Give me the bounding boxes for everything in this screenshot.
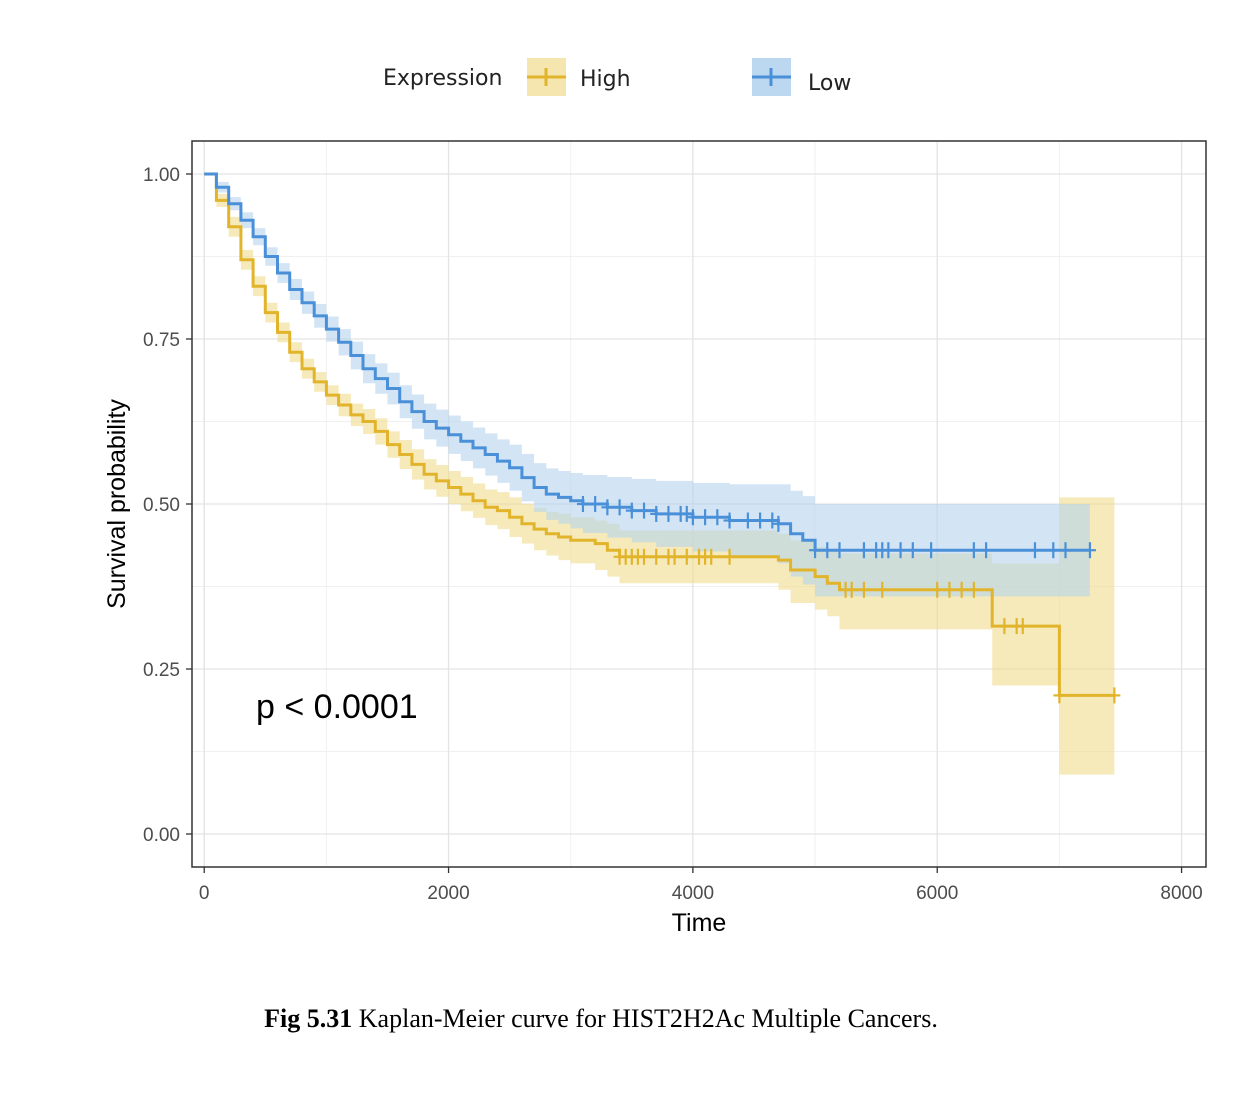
censor-mark-high xyxy=(967,581,980,598)
figure-caption-label: Fig 5.31 xyxy=(264,1004,353,1033)
censor-mark-high xyxy=(638,548,651,565)
legend-label-low: Low xyxy=(808,71,851,96)
y-tick-label: 0.50 xyxy=(143,495,180,516)
censor-mark-low xyxy=(967,542,980,559)
censor-mark-high xyxy=(668,548,681,565)
censor-mark-low xyxy=(833,542,846,559)
figure-caption-text: Kaplan-Meier curve for HIST2H2Ac Multipl… xyxy=(352,1004,938,1033)
censor-mark-high xyxy=(845,581,858,598)
censor-mark-low xyxy=(925,542,938,559)
censor-mark-low xyxy=(576,496,589,512)
survival-curve-high xyxy=(204,172,1115,697)
censor-mark-low xyxy=(772,515,785,532)
censor-mark-high xyxy=(857,581,870,598)
censor-mark-low xyxy=(894,542,907,559)
censor-marks xyxy=(576,496,1121,704)
censor-mark-high xyxy=(943,581,956,598)
censor-mark-low xyxy=(821,542,834,559)
censor-mark-low xyxy=(857,542,870,559)
censor-mark-high xyxy=(650,548,663,565)
legend-key-low xyxy=(752,58,791,96)
censor-mark-low xyxy=(980,542,993,559)
censor-mark-low xyxy=(723,512,736,529)
x-tick-label: 8000 xyxy=(1160,883,1202,904)
censor-mark-low xyxy=(741,512,754,529)
censor-mark-high xyxy=(955,581,968,598)
censor-mark-low xyxy=(711,509,724,526)
censor-mark-high xyxy=(931,581,944,598)
legend-key-high xyxy=(527,58,566,96)
censor-mark-low xyxy=(650,505,663,522)
legend-title: Expression xyxy=(383,66,502,91)
y-tick-label: 0.00 xyxy=(143,825,180,846)
censor-mark-low xyxy=(601,499,614,516)
censor-mark-low xyxy=(1059,542,1072,559)
confidence-bands xyxy=(204,174,1115,775)
censor-mark-low xyxy=(906,542,919,559)
figure-caption: Fig 5.31 Kaplan-Meier curve for HIST2H2A… xyxy=(0,1004,1202,1034)
censor-mark-low xyxy=(625,502,638,519)
censor-mark-high xyxy=(998,618,1011,635)
censor-mark-low xyxy=(638,502,651,519)
censor-mark-low xyxy=(662,505,675,522)
p-value-annotation: p < 0.0001 xyxy=(256,688,418,726)
censor-mark-low xyxy=(613,499,626,516)
censor-mark-low xyxy=(766,512,779,529)
x-axis-ticks: 0 2000 4000 6000 8000 xyxy=(199,867,1203,904)
censor-mark-low xyxy=(1047,542,1060,559)
censor-mark-low xyxy=(1083,542,1096,559)
x-tick-label: 6000 xyxy=(916,883,958,904)
legend: Expression High Low xyxy=(383,58,851,96)
x-tick-label: 4000 xyxy=(672,883,714,904)
censor-mark-high xyxy=(723,548,736,565)
censor-mark-high xyxy=(876,581,889,598)
x-axis-title: Time xyxy=(672,909,727,937)
censor-mark-low xyxy=(1028,542,1041,559)
censor-mark-low xyxy=(686,509,699,526)
censor-mark-low xyxy=(809,542,822,559)
confidence-band-high xyxy=(204,174,1115,775)
censor-mark-high xyxy=(705,548,718,565)
censor-mark-low xyxy=(882,542,895,559)
legend-label-high: High xyxy=(580,67,631,92)
censor-mark-high xyxy=(1016,618,1029,635)
y-tick-label: 0.25 xyxy=(143,660,180,681)
y-tick-label: 0.75 xyxy=(143,330,180,351)
censor-mark-low xyxy=(680,505,693,522)
kaplan-meier-chart: Expression High Low 0 2000 4000 6000 8000 0.… xyxy=(103,58,1207,937)
censor-mark-high xyxy=(1108,687,1121,704)
x-tick-label: 2000 xyxy=(427,883,469,904)
censor-mark-high xyxy=(1053,687,1066,704)
y-axis-title: Survival probability xyxy=(103,399,131,609)
censor-mark-high xyxy=(680,548,693,565)
y-tick-label: 1.00 xyxy=(143,165,180,186)
y-axis-ticks: 0.00 0.25 0.50 0.75 1.00 xyxy=(143,165,192,846)
censor-mark-low xyxy=(589,496,602,512)
x-tick-label: 0 xyxy=(199,883,210,904)
censor-mark-low xyxy=(754,512,767,529)
censor-mark-low xyxy=(699,509,712,526)
